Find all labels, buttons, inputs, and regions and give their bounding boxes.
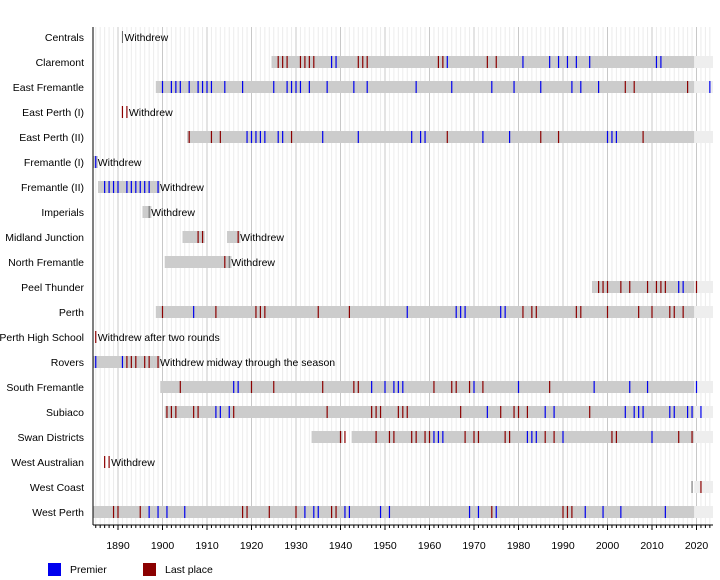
team-bar <box>93 506 695 518</box>
team-bar <box>351 431 695 443</box>
team-label: Rovers <box>51 357 84 369</box>
x-tick-label: 1970 <box>462 540 486 552</box>
team-row: Centrals Withdrew <box>45 31 169 44</box>
last-place-swatch <box>143 563 156 576</box>
x-tick-label: 1920 <box>240 540 264 552</box>
legend-premier-label: Premier <box>70 563 107 576</box>
x-tick-label: 1950 <box>373 540 397 552</box>
team-row: North Fremantle Withdrew <box>8 256 275 269</box>
withdrew-note: Withdrew <box>124 32 168 44</box>
team-label: North Fremantle <box>8 257 84 269</box>
team-row: West Perth <box>32 506 713 519</box>
withdrew-note: Withdrew after two rounds <box>98 332 220 344</box>
team-row: Fremantle (II) Withdrew <box>21 181 204 194</box>
current-bar <box>694 306 713 318</box>
team-row: Perth <box>59 306 713 319</box>
team-label: South Fremantle <box>6 382 84 394</box>
withdrew-note: Withdrew <box>129 107 173 119</box>
team-label: Centrals <box>45 32 84 44</box>
current-bar <box>694 406 713 418</box>
current-bar <box>694 506 713 518</box>
team-label: West Coast <box>30 482 84 494</box>
withdrew-note: Withdrew <box>151 207 195 219</box>
team-row: Imperials Withdrew <box>41 206 195 219</box>
x-tick-label: 2000 <box>596 540 620 552</box>
team-row: South Fremantle <box>6 381 713 394</box>
team-label: Swan Districts <box>17 432 84 444</box>
team-bar <box>182 231 205 243</box>
team-row: Midland Junction Withdrew <box>5 231 284 244</box>
team-row: East Perth (I) Withdrew <box>22 106 173 119</box>
current-bar <box>694 81 713 93</box>
team-bar <box>97 181 161 193</box>
x-tick-label: 1940 <box>329 540 353 552</box>
team-row: West Coast <box>30 481 713 494</box>
team-label: East Perth (II) <box>19 132 84 144</box>
team-label: East Fremantle <box>13 82 84 94</box>
withdrew-note: Withdrew <box>160 182 204 194</box>
team-row: Peel Thunder <box>21 281 713 294</box>
team-bar <box>311 431 343 443</box>
team-bar <box>142 206 152 218</box>
x-tick-label: 1980 <box>507 540 531 552</box>
team-label: West Australian <box>11 457 84 469</box>
team-label: East Perth (I) <box>22 107 84 119</box>
team-bar <box>271 56 695 68</box>
x-tick-label: 2020 <box>685 540 709 552</box>
current-bar <box>694 56 713 68</box>
x-tick-label: 1900 <box>151 540 175 552</box>
current-bar <box>694 381 713 393</box>
premier-swatch <box>48 563 61 576</box>
team-bar <box>186 131 695 143</box>
team-bar <box>160 381 695 393</box>
current-bar <box>694 431 713 443</box>
team-bar <box>155 306 695 318</box>
team-bar <box>155 81 695 93</box>
x-tick-label: 1930 <box>284 540 308 552</box>
team-bar <box>164 406 695 418</box>
team-bar <box>591 281 695 293</box>
x-tick-label: 1990 <box>551 540 575 552</box>
x-tick-label: 1890 <box>106 540 130 552</box>
team-row: Perth High School Withdrew after two roun… <box>0 331 220 344</box>
legend-premier: Premier <box>48 563 107 576</box>
withdrew-note: Withdrew <box>240 232 284 244</box>
x-tick-label: 2010 <box>640 540 664 552</box>
team-label: Subiaco <box>46 407 84 419</box>
x-tick-label: 1910 <box>195 540 219 552</box>
current-bar <box>694 481 713 493</box>
current-bar <box>694 281 713 293</box>
team-row: Swan Districts <box>17 431 713 444</box>
team-label: Perth <box>59 307 84 319</box>
team-row: Claremont <box>36 56 713 69</box>
withdrew-note: Withdrew <box>231 257 275 269</box>
team-label: West Perth <box>32 507 84 519</box>
team-label: Peel Thunder <box>21 282 84 294</box>
legend-last-place: Last place <box>143 563 213 576</box>
team-label: Perth High School <box>0 332 84 344</box>
team-row: East Perth (II) <box>19 131 713 144</box>
withdrew-note: Withdrew midway through the season <box>160 357 335 369</box>
withdrew-note: Withdrew <box>111 457 155 469</box>
legend-last-place-label: Last place <box>165 563 213 576</box>
team-row: Subiaco <box>46 406 713 419</box>
team-label: Claremont <box>36 57 85 69</box>
team-row: Fremantle (I) Withdrew <box>24 156 142 169</box>
team-label: Fremantle (I) <box>24 157 84 169</box>
team-row: East Fremantle <box>13 81 713 94</box>
current-bar <box>694 131 713 143</box>
withdrew-note: Withdrew <box>98 157 142 169</box>
team-row: West Australian Withdrew <box>11 456 155 469</box>
team-label: Midland Junction <box>5 232 84 244</box>
team-label: Fremantle (II) <box>21 182 84 194</box>
team-bar <box>164 256 232 268</box>
x-tick-label: 1960 <box>418 540 442 552</box>
team-bar <box>227 231 241 243</box>
team-label: Imperials <box>41 207 84 219</box>
team-row: Rovers Withdrew midway through the season <box>51 356 335 369</box>
